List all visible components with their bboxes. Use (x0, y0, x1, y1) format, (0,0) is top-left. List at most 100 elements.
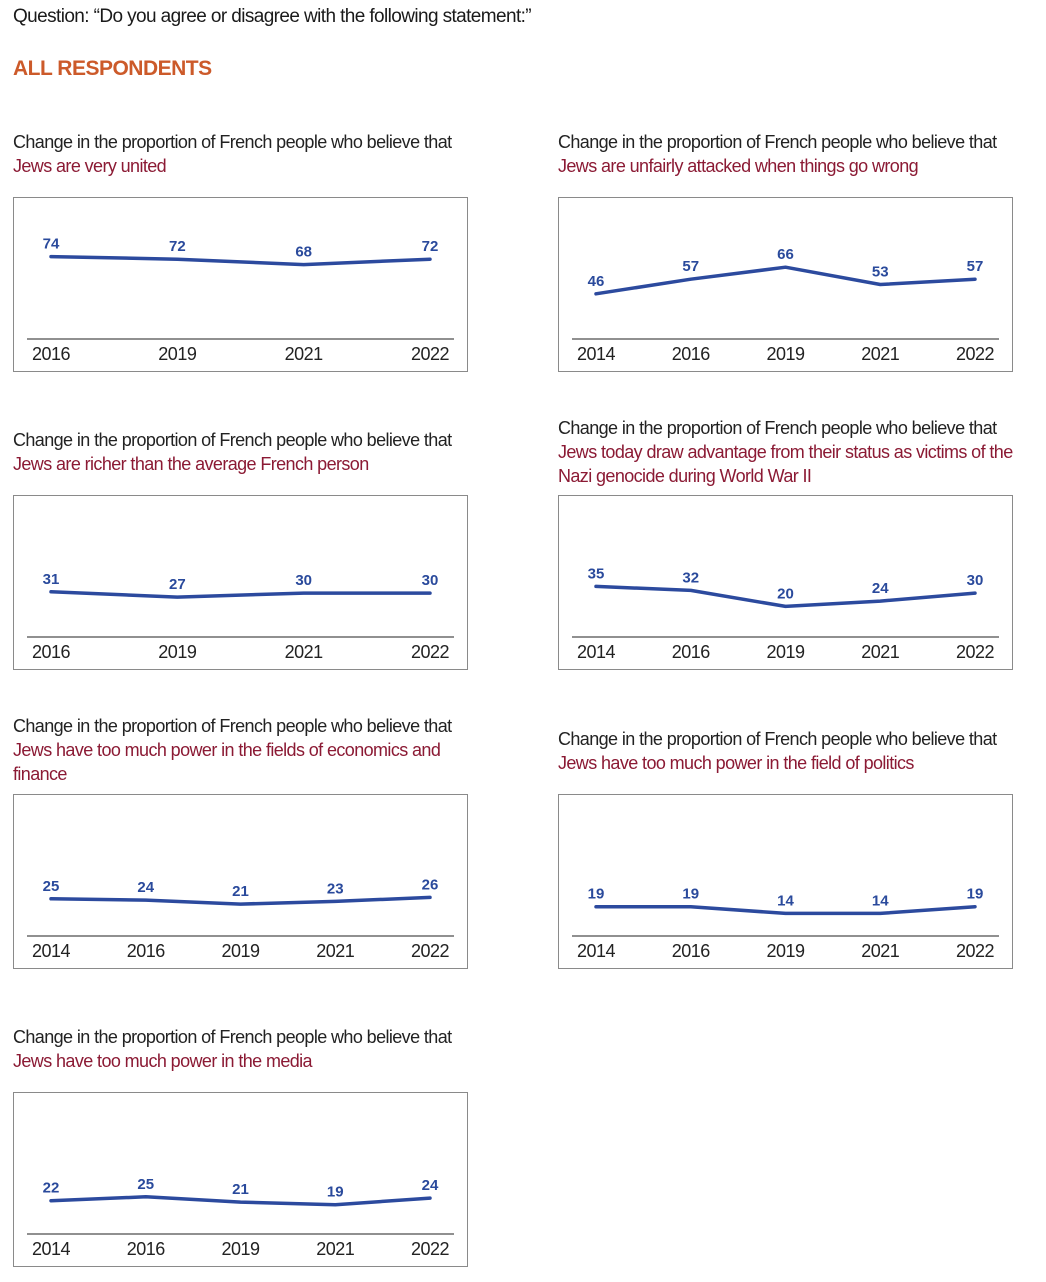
x-tick-label: 2022 (411, 941, 450, 961)
data-label: 72 (422, 238, 439, 255)
series-line (49, 1195, 432, 1207)
series-line (49, 254, 432, 267)
x-tick-label: 2019 (158, 642, 197, 662)
data-label: 21 (232, 883, 249, 900)
line-chart: 31 27 30 30 2016 2019 2021 2022 (27, 571, 454, 662)
data-label: 19 (327, 1184, 344, 1201)
x-tick-label: 2014 (577, 941, 616, 961)
chart-statement: Jews are unfairly attacked when things g… (558, 156, 919, 176)
chart-title: Change in the proportion of French peopl… (558, 130, 1013, 178)
data-label: 72 (169, 238, 186, 255)
series-line (49, 895, 432, 906)
data-label: 46 (588, 273, 605, 290)
chart-title-lead: Change in the proportion of French peopl… (13, 1027, 452, 1047)
series-line (594, 584, 977, 609)
chart-box: 74 72 68 72 2016 2019 2021 2022 (13, 197, 468, 372)
line-chart: 35 32 20 24 30 2014 2016 2019 2021 2022 (572, 565, 999, 662)
data-label: 14 (777, 892, 794, 909)
x-tick-label: 2022 (956, 344, 995, 364)
chart-title-lead: Change in the proportion of French peopl… (13, 132, 452, 152)
x-tick-label: 2022 (411, 1239, 450, 1259)
x-tick-label: 2014 (577, 344, 616, 364)
data-label: 30 (295, 572, 312, 589)
x-tick-label: 2021 (316, 1239, 355, 1259)
chart-title-lead: Change in the proportion of French peopl… (558, 729, 997, 749)
series-line (594, 904, 977, 916)
x-tick-label: 2019 (766, 941, 805, 961)
x-tick-label: 2019 (158, 344, 197, 364)
data-label: 24 (422, 1177, 439, 1194)
x-tick-label: 2021 (316, 941, 355, 961)
data-label: 19 (588, 886, 605, 903)
chart-statement: Jews today draw advantage from their sta… (558, 442, 1013, 486)
data-label: 27 (169, 576, 186, 593)
data-label: 35 (588, 565, 605, 582)
x-tick-label: 2022 (956, 941, 995, 961)
data-label: 24 (872, 580, 889, 597)
data-label: 30 (422, 572, 439, 589)
data-label: 19 (682, 886, 699, 903)
x-tick-label: 2019 (221, 1239, 260, 1259)
data-label: 24 (137, 879, 154, 896)
x-tick-label: 2022 (411, 344, 450, 364)
chart-title-lead: Change in the proportion of French peopl… (558, 132, 997, 152)
chart-statement: Jews are very united (13, 156, 167, 176)
data-label: 30 (967, 572, 984, 589)
chart-title: Change in the proportion of French peopl… (558, 727, 1013, 775)
chart-box: 35 32 20 24 30 2014 2016 2019 2021 2022 (558, 495, 1013, 670)
line-chart: 19 19 14 14 19 2014 2016 2019 2021 2022 (572, 886, 999, 961)
chart-title: Change in the proportion of French peopl… (13, 428, 468, 476)
chart-box: 22 25 21 19 24 2014 2016 2019 2021 2022 (13, 1092, 468, 1267)
line-chart: 46 57 66 53 57 2014 2016 2019 2021 2022 (572, 246, 999, 364)
line-chart: 25 24 21 23 26 2014 2016 2019 2021 2022 (27, 876, 454, 961)
x-tick-label: 2016 (127, 1239, 166, 1259)
data-label: 20 (777, 585, 794, 602)
series-line (594, 265, 977, 296)
x-tick-label: 2014 (32, 941, 71, 961)
x-tick-label: 2021 (285, 642, 324, 662)
x-tick-label: 2021 (285, 344, 324, 364)
x-tick-label: 2019 (766, 642, 805, 662)
x-tick-label: 2021 (861, 642, 900, 662)
data-label: 23 (327, 880, 344, 897)
chart-box: 25 24 21 23 26 2014 2016 2019 2021 2022 (13, 794, 468, 969)
chart-title: Change in the proportion of French peopl… (558, 416, 1013, 488)
x-tick-label: 2022 (956, 642, 995, 662)
x-tick-label: 2019 (766, 344, 805, 364)
x-tick-label: 2014 (577, 642, 616, 662)
data-label: 53 (872, 264, 889, 281)
x-tick-label: 2016 (672, 941, 711, 961)
series-line (49, 590, 432, 599)
section-heading: ALL RESPONDENTS (13, 57, 212, 80)
chart-title: Change in the proportion of French peopl… (13, 1025, 468, 1073)
chart-statement: Jews have too much power in the media (13, 1051, 313, 1071)
question-text: Question: “Do you agree or disagree with… (13, 6, 532, 27)
x-tick-label: 2016 (672, 344, 711, 364)
data-label: 26 (422, 876, 439, 893)
x-tick-label: 2016 (127, 941, 166, 961)
chart-box: 31 27 30 30 2016 2019 2021 2022 (13, 495, 468, 670)
data-label: 25 (137, 1176, 154, 1193)
data-label: 21 (232, 1181, 249, 1198)
data-label: 57 (967, 258, 984, 275)
data-label: 22 (43, 1180, 60, 1197)
data-label: 74 (43, 236, 60, 253)
x-tick-label: 2021 (861, 344, 900, 364)
data-label: 25 (43, 878, 60, 895)
line-chart: 74 72 68 72 2016 2019 2021 2022 (27, 236, 454, 364)
chart-statement: Jews have too much power in the field of… (558, 753, 914, 773)
data-label: 32 (682, 569, 699, 586)
x-tick-label: 2016 (32, 642, 71, 662)
data-label: 68 (295, 244, 312, 261)
chart-title: Change in the proportion of French peopl… (13, 714, 468, 786)
chart-title-lead: Change in the proportion of French peopl… (13, 716, 452, 736)
chart-title-lead: Change in the proportion of French peopl… (13, 430, 452, 450)
chart-statement: Jews are richer than the average French … (13, 454, 369, 474)
data-label: 66 (777, 246, 794, 263)
chart-box: 19 19 14 14 19 2014 2016 2019 2021 2022 (558, 794, 1013, 969)
x-tick-label: 2021 (861, 941, 900, 961)
line-chart: 22 25 21 19 24 2014 2016 2019 2021 2022 (27, 1176, 454, 1259)
x-tick-label: 2022 (411, 642, 450, 662)
data-label: 31 (43, 571, 60, 588)
data-label: 19 (967, 886, 984, 903)
